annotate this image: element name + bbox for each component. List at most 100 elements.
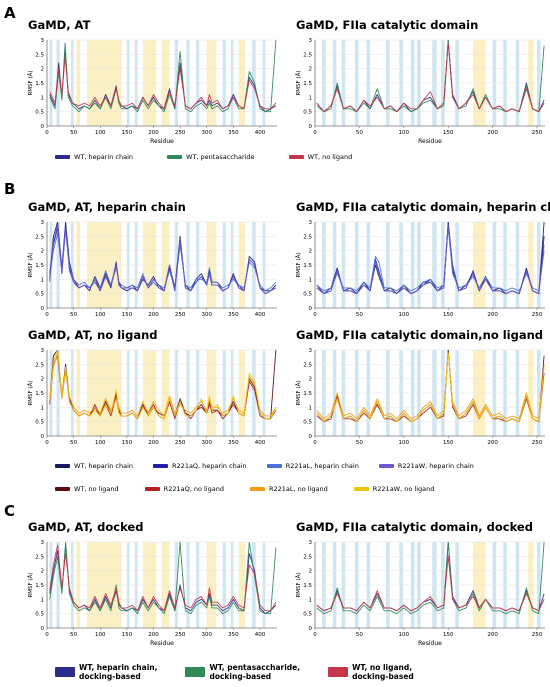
y-tick-label: 2 [41,377,45,383]
x-tick-label: 50 [356,632,363,638]
rmsf-plot: 0 0.5 1 1.5 2 2.5 3 0 50 100 150 200 250 300 350 400 RMS… [27,348,277,446]
x-tick-label: 150 [443,312,454,318]
y-axis-label: RMSF (Å) [295,380,302,405]
x-tick-label: 200 [148,632,159,638]
y-tick-label: 1 [309,277,313,283]
x-tick-label: 300 [201,440,212,446]
x-axis-label: Residue [150,138,174,145]
legend-label: WT, pentasaccharide, docking-based [209,663,301,681]
chart-title: GaMD, AT [28,18,91,32]
legend-item: WT, no ligand, docking-based [328,663,414,681]
y-tick-label: 1.5 [303,81,312,87]
x-tick-label: 200 [487,632,498,638]
x-tick-label: 0 [313,632,317,638]
legend-item: WT, heparin chain [55,462,133,470]
series-line [49,544,277,612]
y-tick-label: 0 [309,124,313,130]
legend-swatch [378,464,394,468]
y-tick-label: 0 [41,434,45,440]
series-line [316,42,545,113]
x-tick-label: 250 [175,312,186,318]
x-tick-label: 100 [95,632,106,638]
x-tick-label: 50 [70,440,77,446]
x-tick-label: 0 [45,632,49,638]
chart-b-fiia-no-ligand: GaMD, FIIa catalytic domain,no ligand 0 0.… [290,328,550,458]
y-tick-label: 0 [309,626,313,632]
x-tick-label: 150 [122,312,133,318]
x-tick-label: 400 [255,312,266,318]
y-tick-label: 2 [41,249,45,255]
y-tick-label: 2 [309,569,313,575]
y-tick-label: 2.5 [303,362,312,368]
y-tick-label: 3 [41,348,45,354]
legend-swatch [353,487,369,491]
legend-a: WT, heparin chain WT, pentasaccharide WT, … [55,153,352,161]
legend-swatch [144,487,160,491]
x-tick-label: 300 [201,632,212,638]
rmsf-plot: 0 0.5 1 1.5 2 2.5 3 0 50 100 150 200 250 300 350 400 RMS… [27,540,277,647]
x-tick-label: 50 [356,440,363,446]
x-tick-label: 200 [487,312,498,318]
y-tick-label: 3 [41,38,45,44]
legend-item: R221aQ, heparin chain [153,462,247,470]
chart-b-at-heparin: GaMD, AT, heparin chain 0 0.5 1 1.5 2 2.5 3 0 50 1… [22,200,282,330]
axis-line [46,40,277,127]
legend-b-heparin: WT, heparin chain R221aQ, heparin chain R2… [55,462,474,470]
rmsf-plot: 0 0.5 1 1.5 2 2.5 3 0 50 100 150 200 250 RMSF (Å) Resi… [295,540,545,647]
series-line [316,40,545,113]
x-tick-label: 250 [175,632,186,638]
y-tick-label: 1.5 [35,81,44,87]
y-tick-label: 1 [309,95,313,101]
legend-label: WT, heparin chain [74,153,134,161]
legend-swatch [153,464,169,468]
y-tick-label: 1 [41,95,45,101]
series-line [49,224,277,295]
y-tick-label: 0 [309,306,313,312]
x-tick-label: 0 [313,440,317,446]
y-tick-label: 0.5 [35,292,44,298]
x-tick-label: 150 [122,130,133,136]
chart-title: GaMD, AT, heparin chain [28,200,186,214]
y-tick-label: 2.5 [303,52,312,58]
y-tick-label: 0.5 [303,110,312,116]
y-tick-label: 0 [41,626,45,632]
legend-swatch [167,155,183,159]
series-line [316,352,545,423]
x-tick-label: 100 [399,312,410,318]
chart-c-at-docked: GaMD, AT, docked 0 0.5 1 1.5 2 2.5 3 0 50 100 150 20… [22,520,282,650]
y-tick-label: 2.5 [35,234,44,240]
legend-label: WT, heparin chain, docking-based [79,663,158,681]
series-line [316,352,545,420]
panel-label-a: A [4,4,16,22]
y-tick-label: 2.5 [35,52,44,58]
legend-label: R221aW, heparin chain [397,462,474,470]
axis-line [314,40,545,127]
legend-label: WT, heparin chain [74,462,134,470]
x-tick-label: 350 [228,312,239,318]
y-tick-label: 1 [41,277,45,283]
x-tick-label: 400 [255,130,266,136]
legend-item: WT, pentasaccharide, docking-based [185,663,300,681]
x-tick-label: 350 [228,632,239,638]
series-line [316,542,545,612]
legend-item: R221aL, no ligand [249,485,328,493]
chart-title: GaMD, FIIa catalytic domain, docked [296,520,533,534]
chart-title: GaMD, FIIa catalytic domain, heparin cha… [296,200,550,214]
x-tick-label: 0 [313,312,317,318]
x-tick-label: 50 [70,130,77,136]
y-tick-label: 1 [41,405,45,411]
y-tick-label: 2 [309,377,313,383]
legend-swatch [249,487,265,491]
rmsf-plot: 0 0.5 1 1.5 2 2.5 3 0 50 100 150 200 250 RMSF (Å) [295,348,545,446]
y-tick-label: 0.5 [303,292,312,298]
series-line [316,542,545,615]
axis-line [46,542,277,629]
y-axis-label: RMSF (Å) [295,252,302,277]
series-line [316,555,545,612]
series-line [316,350,545,423]
x-tick-label: 200 [487,440,498,446]
x-tick-label: 300 [201,312,212,318]
x-axis-label: Residue [418,640,442,647]
legend-c: WT, heparin chain, docking-based WT, pent… [55,663,414,681]
legend-swatch [55,464,70,468]
